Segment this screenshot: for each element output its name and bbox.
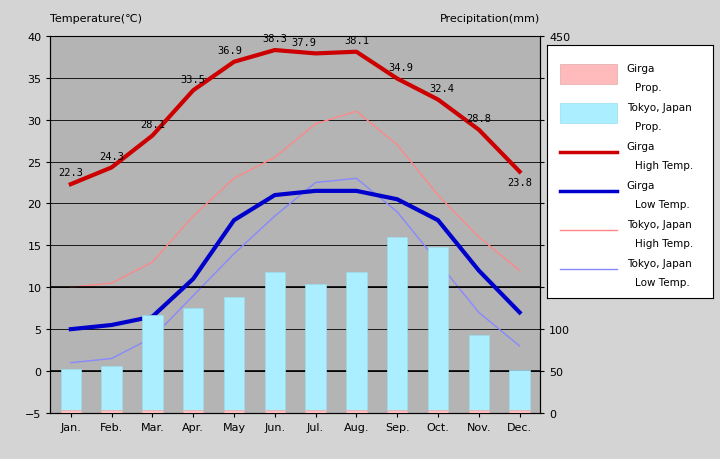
Bar <box>305 411 325 413</box>
Bar <box>60 411 81 413</box>
Text: Girga: Girga <box>626 142 655 152</box>
Bar <box>428 411 448 413</box>
Bar <box>224 411 244 413</box>
Bar <box>346 411 366 413</box>
Text: 22.3: 22.3 <box>58 168 84 178</box>
Bar <box>387 237 408 413</box>
Bar <box>510 370 530 413</box>
Bar <box>265 273 285 413</box>
Text: 28.1: 28.1 <box>140 120 165 129</box>
Bar <box>224 298 244 413</box>
Text: 37.9: 37.9 <box>291 38 316 48</box>
Text: 32.4: 32.4 <box>430 84 454 94</box>
Text: 36.9: 36.9 <box>217 46 243 56</box>
Text: High Temp.: High Temp. <box>635 238 693 248</box>
Bar <box>60 369 81 413</box>
Text: Temperature(℃): Temperature(℃) <box>50 14 143 23</box>
Bar <box>387 411 408 413</box>
Text: Tokyo, Japan: Tokyo, Japan <box>626 258 691 268</box>
Text: Low Temp.: Low Temp. <box>635 199 690 209</box>
Bar <box>142 411 163 413</box>
Bar <box>469 411 489 413</box>
Text: Low Temp.: Low Temp. <box>635 277 690 287</box>
Text: 24.3: 24.3 <box>99 151 124 162</box>
Text: 28.8: 28.8 <box>467 114 491 124</box>
Text: 34.9: 34.9 <box>389 63 414 73</box>
Text: Tokyo, Japan: Tokyo, Japan <box>626 219 691 230</box>
Bar <box>102 366 122 413</box>
Text: 38.3: 38.3 <box>262 34 287 44</box>
Text: 23.8: 23.8 <box>507 177 532 187</box>
Text: 33.5: 33.5 <box>181 74 206 84</box>
Bar <box>510 411 530 413</box>
Bar <box>560 104 617 123</box>
Bar <box>183 308 204 413</box>
Text: Girga: Girga <box>626 64 655 74</box>
Bar <box>469 336 489 413</box>
Bar <box>102 411 122 413</box>
Bar <box>265 411 285 413</box>
Bar <box>560 65 617 85</box>
Text: Prop.: Prop. <box>635 122 662 132</box>
Bar <box>428 247 448 413</box>
Bar <box>142 315 163 413</box>
Text: Tokyo, Japan: Tokyo, Japan <box>626 103 691 113</box>
Text: Precipitation(mm): Precipitation(mm) <box>440 14 540 23</box>
Text: Prop.: Prop. <box>635 83 662 93</box>
Text: High Temp.: High Temp. <box>635 161 693 170</box>
Bar <box>346 273 366 413</box>
Bar <box>305 284 325 413</box>
Bar <box>183 411 204 413</box>
Text: Girga: Girga <box>626 180 655 190</box>
Text: 38.1: 38.1 <box>344 36 369 46</box>
